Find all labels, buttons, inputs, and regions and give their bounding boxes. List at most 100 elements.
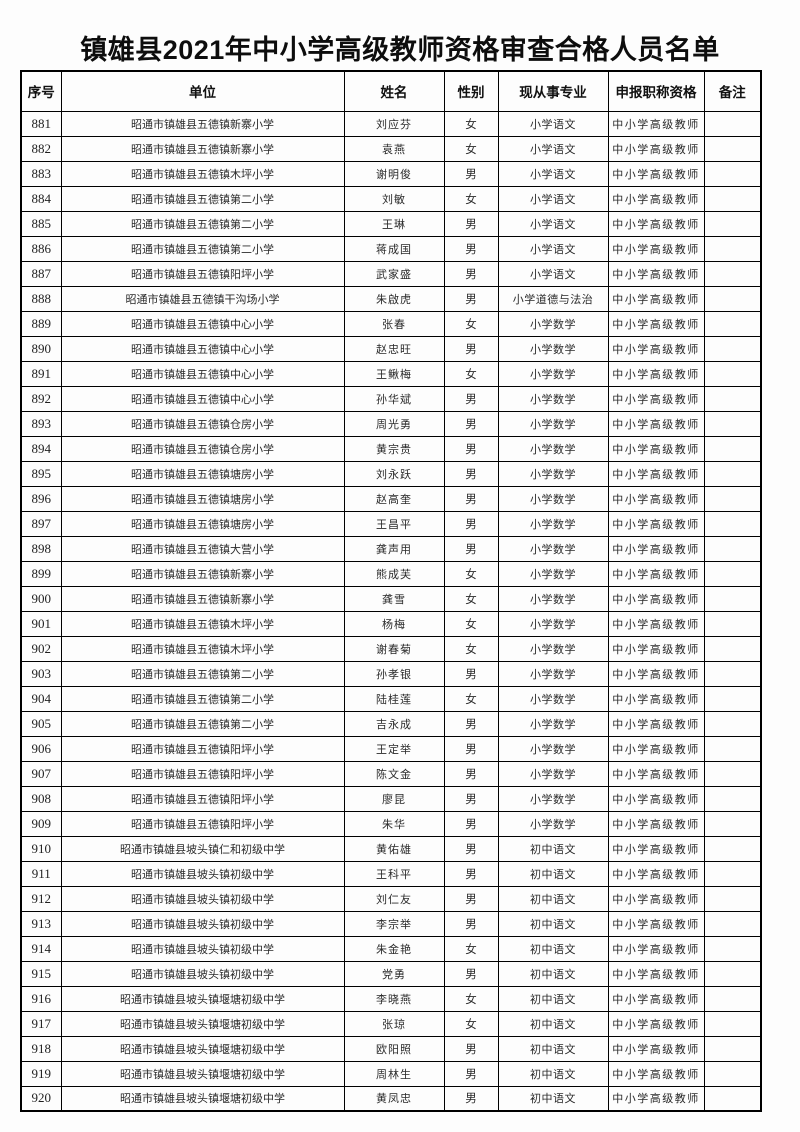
cell-serial: 902 [20,635,62,662]
cell-serial: 908 [20,785,62,812]
cell-qualification: 中小学高级教师 [607,235,705,262]
column-header-6: 申报职称资格 [607,70,705,112]
table-row: 904 昭通市镇雄县五德镇第二小学 陆桂莲女小学数学 中小学高级教师 [20,685,762,712]
cell-gender: 男 [443,210,499,237]
cell-gender: 男 [443,860,499,887]
cell-name: 龚雪 [343,585,445,612]
cell-gender: 男 [443,660,499,687]
cell-qualification: 中小学高级教师 [607,260,705,287]
cell-name: 刘仁友 [343,885,445,912]
cell-remark [703,935,762,962]
cell-unit: 昭通市镇雄县坡头镇初级中学 [60,885,345,912]
table-row: 910 昭通市镇雄县坡头镇仁和初级中学 黄佑雄男初中语文 中小学高级教师 [20,835,762,862]
cell-remark [703,635,762,662]
cell-qualification: 中小学高级教师 [607,160,705,187]
cell-gender: 男 [443,335,499,362]
cell-remark [703,1085,762,1112]
cell-unit: 昭通市镇雄县五德镇干沟场小学 [60,285,345,312]
cell-remark [703,160,762,187]
table-row: 913 昭通市镇雄县坡头镇初级中学 李宗举男初中语文 中小学高级教师 [20,910,762,937]
cell-name: 朱啟虎 [343,285,445,312]
cell-name: 杨梅 [343,610,445,637]
cell-gender: 男 [443,1035,499,1062]
cell-serial: 888 [20,285,62,312]
cell-subject: 小学数学 [497,535,609,562]
table-row: 882 昭通市镇雄县五德镇新寨小学 袁燕女小学语文 中小学高级教师 [20,135,762,162]
cell-remark [703,785,762,812]
cell-remark [703,185,762,212]
cell-gender: 女 [443,1010,499,1037]
cell-name: 孙华斌 [343,385,445,412]
cell-remark [703,385,762,412]
cell-unit: 昭通市镇雄县五德镇第二小学 [60,710,345,737]
cell-qualification: 中小学高级教师 [607,185,705,212]
cell-name: 王科平 [343,860,445,887]
cell-qualification: 中小学高级教师 [607,560,705,587]
cell-serial: 909 [20,810,62,837]
cell-name: 龚声用 [343,535,445,562]
cell-remark [703,535,762,562]
table-row: 918 昭通市镇雄县坡头镇堰塘初级中学 欧阳照男初中语文 中小学高级教师 [20,1035,762,1062]
cell-name: 黄佑雄 [343,835,445,862]
column-header-7: 备注 [703,70,762,112]
cell-qualification: 中小学高级教师 [607,910,705,937]
cell-qualification: 中小学高级教师 [607,485,705,512]
cell-unit: 昭通市镇雄县坡头镇堰塘初级中学 [60,1085,345,1112]
table-row: 894 昭通市镇雄县五德镇仓房小学 黄宗贵男小学数学 中小学高级教师 [20,435,762,462]
cell-qualification: 中小学高级教师 [607,1060,705,1087]
cell-gender: 男 [443,735,499,762]
table-row: 900 昭通市镇雄县五德镇新寨小学 龚雪女小学数学 中小学高级教师 [20,585,762,612]
table-row: 885 昭通市镇雄县五德镇第二小学 王琳男小学语文 中小学高级教师 [20,210,762,237]
cell-gender: 男 [443,1085,499,1112]
cell-name: 周林生 [343,1060,445,1087]
cell-unit: 昭通市镇雄县五德镇第二小学 [60,185,345,212]
cell-unit: 昭通市镇雄县坡头镇堰塘初级中学 [60,1035,345,1062]
cell-remark [703,410,762,437]
cell-gender: 女 [443,360,499,387]
table-row: 908 昭通市镇雄县五德镇阳坪小学 廖昆男小学数学 中小学高级教师 [20,785,762,812]
table-row: 898 昭通市镇雄县五德镇大营小学 龚声用男小学数学 中小学高级教师 [20,535,762,562]
cell-gender: 女 [443,185,499,212]
cell-gender: 女 [443,310,499,337]
cell-unit: 昭通市镇雄县五德镇新寨小学 [60,585,345,612]
header-row: 序号 单位 姓名 性别 现从事专业 申报职称资格 备注 [20,70,762,112]
table-row: 915 昭通市镇雄县坡头镇初级中学 党勇男初中语文 中小学高级教师 [20,960,762,987]
cell-gender: 男 [443,910,499,937]
table-row: 917 昭通市镇雄县坡头镇堰塘初级中学 张琼女初中语文 中小学高级教师 [20,1010,762,1037]
cell-name: 武家盛 [343,260,445,287]
cell-qualification: 中小学高级教师 [607,535,705,562]
cell-unit: 昭通市镇雄县五德镇大营小学 [60,535,345,562]
cell-unit: 昭通市镇雄县五德镇中心小学 [60,385,345,412]
cell-subject: 小学数学 [497,485,609,512]
cell-subject: 初中语文 [497,835,609,862]
cell-subject: 初中语文 [497,1060,609,1087]
table-row: 920 昭通市镇雄县坡头镇堰塘初级中学 黄凤忠男初中语文 中小学高级教师 [20,1085,762,1112]
cell-unit: 昭通市镇雄县五德镇塘房小学 [60,460,345,487]
cell-qualification: 中小学高级教师 [607,460,705,487]
cell-unit: 昭通市镇雄县五德镇仓房小学 [60,410,345,437]
cell-remark [703,685,762,712]
cell-subject: 初中语文 [497,1035,609,1062]
cell-serial: 898 [20,535,62,562]
cell-name: 李晓燕 [343,985,445,1012]
cell-subject: 初中语文 [497,985,609,1012]
cell-unit: 昭通市镇雄县坡头镇初级中学 [60,910,345,937]
column-header-3: 姓名 [343,70,445,112]
cell-name: 熊成芙 [343,560,445,587]
cell-qualification: 中小学高级教师 [607,935,705,962]
cell-qualification: 中小学高级教师 [607,285,705,312]
cell-subject: 小学数学 [497,660,609,687]
cell-unit: 昭通市镇雄县五德镇阳坪小学 [60,785,345,812]
table-header: 序号 单位 姓名 性别 现从事专业 申报职称资格 备注 [20,70,762,112]
cell-unit: 昭通市镇雄县坡头镇初级中学 [60,860,345,887]
cell-name: 周光勇 [343,410,445,437]
cell-unit: 昭通市镇雄县五德镇第二小学 [60,235,345,262]
cell-unit: 昭通市镇雄县五德镇木坪小学 [60,160,345,187]
cell-name: 黄凤忠 [343,1085,445,1112]
cell-unit: 昭通市镇雄县五德镇中心小学 [60,360,345,387]
cell-qualification: 中小学高级教师 [607,835,705,862]
cell-subject: 小学语文 [497,110,609,137]
cell-name: 黄宗贵 [343,435,445,462]
cell-gender: 男 [443,435,499,462]
cell-qualification: 中小学高级教师 [607,510,705,537]
